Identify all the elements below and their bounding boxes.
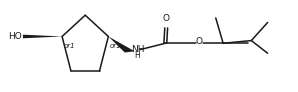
Text: NH: NH: [131, 45, 145, 54]
Text: or1: or1: [110, 43, 121, 49]
Text: O: O: [196, 37, 203, 46]
Polygon shape: [108, 37, 135, 53]
Text: HO: HO: [8, 32, 21, 41]
Text: O: O: [163, 14, 170, 23]
Polygon shape: [23, 35, 62, 38]
Text: or1: or1: [63, 43, 75, 49]
Text: H: H: [134, 51, 140, 60]
